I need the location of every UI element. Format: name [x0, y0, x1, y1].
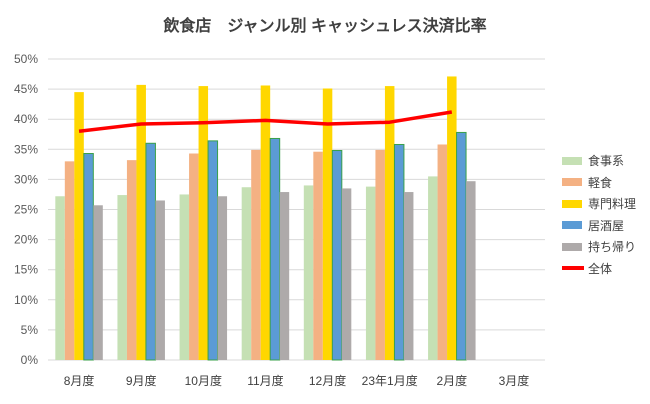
bar-軽食 — [313, 151, 323, 360]
y-tick-label: 50% — [14, 52, 38, 66]
bar-食事系 — [55, 196, 65, 360]
bar-居酒屋 — [145, 142, 156, 361]
legend-item: 食事系 — [562, 150, 636, 172]
bar-食事系 — [241, 187, 252, 360]
bar-軽食 — [437, 144, 448, 360]
bar-食事系 — [428, 176, 438, 360]
y-tick-label: 5% — [21, 323, 39, 337]
bar-食事系 — [179, 194, 190, 360]
y-tick-label: 40% — [14, 112, 38, 126]
bar-軽食 — [375, 149, 385, 360]
bar-専門料理 — [260, 85, 271, 360]
x-tick-label: 3月度 — [499, 373, 530, 388]
y-tick-label: 45% — [14, 82, 38, 96]
bar-専門料理 — [384, 86, 395, 360]
legend-label: 専門料理 — [588, 197, 637, 212]
legend-label: 食事系 — [588, 154, 625, 169]
bar-軽食 — [251, 149, 261, 360]
bar-居酒屋 — [456, 131, 467, 361]
y-tick-label: 0% — [21, 353, 39, 367]
y-tick-label: 35% — [14, 142, 38, 156]
x-tick-label: 23年1月度 — [362, 373, 418, 388]
bar-軽食 — [64, 161, 75, 360]
bar-居酒屋 — [269, 137, 281, 361]
legend-label: 軽食 — [588, 175, 613, 190]
legend-item: 専門料理 — [562, 193, 636, 215]
legend: 食事系軽食専門料理居酒屋持ち帰り全体 — [562, 150, 636, 279]
bar-持ち帰り — [466, 181, 476, 360]
legend-swatch — [562, 199, 582, 208]
bar-軽食 — [189, 153, 199, 360]
bar-居酒屋 — [393, 143, 405, 361]
bar-居酒屋 — [331, 150, 343, 361]
bar-専門料理 — [322, 88, 333, 361]
bar-居酒屋 — [207, 140, 219, 361]
legend-item: 軽食 — [562, 172, 636, 194]
bar-専門料理 — [74, 92, 84, 361]
bar-専門料理 — [136, 84, 146, 361]
legend-item: 居酒屋 — [562, 215, 636, 237]
x-tick-label: 10月度 — [185, 373, 222, 388]
bar-食事系 — [365, 186, 376, 360]
legend-swatch — [562, 221, 582, 230]
legend-label: 持ち帰り — [588, 240, 637, 255]
bar-持ち帰り — [155, 200, 165, 360]
y-tick-label: 30% — [14, 172, 38, 186]
bar-持ち帰り — [341, 188, 352, 360]
x-tick-label: 9月度 — [126, 373, 157, 388]
legend-item: 全体 — [562, 258, 636, 280]
bar-持ち帰り — [403, 192, 414, 360]
x-tick-label: 11月度 — [247, 373, 283, 388]
bar-持ち帰り — [279, 192, 290, 360]
bar-持ち帰り — [217, 196, 228, 360]
legend-swatch — [562, 178, 582, 187]
legend-item: 持ち帰り — [562, 236, 636, 258]
legend-label: 居酒屋 — [588, 218, 625, 233]
legend-swatch — [562, 156, 582, 165]
bar-居酒屋 — [83, 153, 94, 361]
x-tick-label: 8月度 — [64, 373, 95, 388]
bar-軽食 — [126, 160, 137, 360]
bar-食事系 — [303, 185, 314, 360]
legend-label: 全体 — [588, 261, 613, 276]
x-tick-label: 2月度 — [436, 373, 467, 388]
y-tick-label: 15% — [14, 263, 38, 277]
y-tick-label: 25% — [14, 203, 38, 217]
legend-swatch — [562, 266, 584, 271]
bar-食事系 — [117, 195, 127, 360]
y-tick-label: 10% — [14, 293, 38, 307]
bar-専門料理 — [198, 86, 209, 360]
bar-専門料理 — [447, 76, 457, 360]
bar-持ち帰り — [93, 205, 103, 360]
line-全体 — [78, 110, 453, 133]
y-tick-label: 20% — [14, 233, 38, 247]
x-tick-label: 12月度 — [309, 373, 346, 388]
legend-swatch — [562, 242, 582, 251]
chart-title: 飲食店 ジャンル別 キャッシュレス決済比率 — [163, 18, 487, 35]
